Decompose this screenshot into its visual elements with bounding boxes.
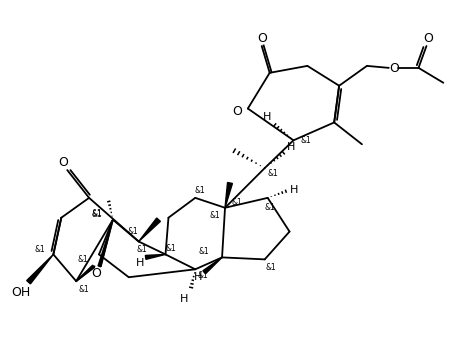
Text: &1: &1 [195, 186, 206, 195]
Text: H: H [194, 272, 202, 282]
Text: H: H [180, 294, 189, 304]
Polygon shape [203, 257, 222, 274]
Polygon shape [139, 218, 160, 242]
Text: &1: &1 [78, 255, 89, 264]
Text: O: O [91, 267, 101, 280]
Text: H: H [290, 185, 299, 195]
Text: &1: &1 [199, 247, 210, 256]
Polygon shape [145, 255, 165, 259]
Text: O: O [257, 32, 267, 45]
Text: H: H [262, 112, 271, 122]
Text: &1: &1 [79, 285, 90, 294]
Text: &1: &1 [267, 168, 278, 178]
Text: H: H [287, 142, 296, 152]
Text: &1: &1 [165, 244, 176, 253]
Text: &1: &1 [92, 210, 102, 219]
Text: &1: &1 [232, 198, 242, 207]
Text: &1: &1 [210, 211, 220, 220]
Text: &1: &1 [92, 209, 102, 218]
Text: &1: &1 [266, 263, 276, 272]
Text: &1: &1 [300, 136, 311, 145]
Text: O: O [424, 32, 433, 45]
Text: &1: &1 [264, 203, 275, 212]
Text: &1: &1 [128, 227, 138, 236]
Text: O: O [389, 62, 399, 75]
Polygon shape [98, 220, 113, 267]
Text: &1: &1 [136, 245, 147, 254]
Text: O: O [232, 105, 242, 118]
Polygon shape [225, 182, 233, 208]
Text: H: H [136, 258, 144, 268]
Text: &1: &1 [34, 245, 45, 254]
Text: &1: &1 [198, 271, 208, 280]
Text: O: O [58, 156, 68, 169]
Polygon shape [76, 265, 95, 281]
Polygon shape [27, 255, 53, 284]
Text: OH: OH [11, 286, 30, 299]
